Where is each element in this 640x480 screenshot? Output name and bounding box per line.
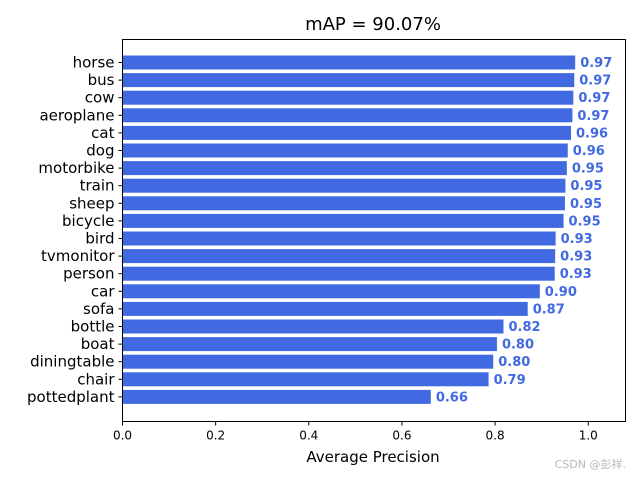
data-label-chair: 0.79	[494, 373, 526, 388]
bar-train	[122, 178, 566, 193]
bar-tvmonitor	[122, 249, 556, 264]
bar-bottle	[122, 319, 504, 334]
y-tick-label-bottle: bottle	[71, 318, 115, 336]
data-label-train: 0.95	[570, 179, 602, 194]
bar-chair	[122, 372, 489, 387]
data-labels: 0.97 0.97 0.97 0.97 0.96 0.96 0.95 0.95 0.95 0.95…	[436, 56, 612, 405]
data-label-cow: 0.97	[578, 91, 610, 106]
y-tick-label-tvmonitor: tvmonitor	[41, 247, 115, 265]
bar-sofa	[122, 301, 528, 316]
y-tick-label-person: person	[63, 265, 114, 283]
x-tick-label: 0.4	[299, 429, 318, 443]
x-tick-label: 0.8	[486, 429, 505, 443]
x-axis-ticks: 0.0 0.2 0.4 0.6 0.8 1.0	[113, 421, 598, 443]
y-tick-label-boat: boat	[81, 335, 115, 353]
x-tick-label: 0.0	[113, 429, 132, 443]
data-label-car: 0.90	[545, 285, 577, 300]
bars-group	[122, 55, 576, 404]
data-label-motorbike: 0.95	[572, 162, 604, 177]
data-label-person: 0.93	[560, 267, 592, 282]
data-label-sofa: 0.87	[533, 302, 565, 317]
data-label-tvmonitor: 0.93	[560, 250, 592, 265]
data-label-aeroplane: 0.97	[577, 109, 609, 124]
data-label-horse: 0.97	[580, 56, 612, 71]
x-tick-label: 0.6	[392, 429, 411, 443]
x-tick-label: 0.2	[206, 429, 225, 443]
y-tick-label-pottedplant: pottedplant	[27, 388, 115, 406]
data-label-bird: 0.93	[561, 232, 593, 247]
data-label-bus: 0.97	[579, 74, 611, 89]
y-tick-label-diningtable: diningtable	[30, 353, 114, 371]
data-label-bottle: 0.82	[508, 320, 540, 335]
bar-bird	[122, 231, 556, 246]
bar-cow	[122, 90, 574, 105]
bar-car	[122, 284, 540, 299]
y-tick-label-motorbike: motorbike	[38, 159, 114, 177]
y-tick-label-bicycle: bicycle	[62, 212, 114, 230]
plot-frame	[122, 39, 626, 422]
y-tick-label-chair: chair	[77, 370, 115, 388]
y-tick-label-bird: bird	[85, 230, 114, 248]
bar-motorbike	[122, 161, 567, 176]
data-label-boat: 0.80	[502, 338, 534, 353]
y-tick-label-cow: cow	[85, 89, 115, 107]
chart-title: mAP = 90.07%	[305, 14, 441, 35]
y-tick-label-sheep: sheep	[69, 194, 114, 212]
data-label-sheep: 0.95	[570, 197, 602, 212]
bar-horse	[122, 55, 576, 70]
y-tick-label-dog: dog	[86, 142, 114, 160]
bar-diningtable	[122, 354, 494, 369]
bar-bus	[122, 73, 575, 88]
y-tick-label-horse: horse	[73, 54, 115, 72]
y-tick-label-aeroplane: aeroplane	[39, 106, 114, 124]
watermark: CSDN @彭祥.	[554, 458, 626, 471]
y-tick-label-bus: bus	[88, 71, 115, 89]
y-tick-label-car: car	[91, 282, 115, 300]
y-tick-label-cat: cat	[91, 124, 114, 142]
data-label-diningtable: 0.80	[498, 355, 530, 370]
data-label-cat: 0.96	[576, 126, 608, 141]
data-label-dog: 0.96	[573, 144, 605, 159]
bar-dog	[122, 143, 568, 158]
bar-cat	[122, 125, 572, 140]
bar-boat	[122, 337, 497, 352]
bar-aeroplane	[122, 108, 573, 123]
bar-sheep	[122, 196, 565, 211]
bar-bicycle	[122, 213, 564, 228]
data-label-pottedplant: 0.66	[436, 390, 468, 405]
x-axis-label: Average Precision	[306, 448, 439, 466]
data-label-bicycle: 0.95	[569, 214, 601, 229]
y-tick-labels: horsebuscowaeroplanecatdogmotorbiketrain…	[27, 54, 123, 406]
y-tick-label-sofa: sofa	[83, 300, 114, 318]
x-tick-label: 1.0	[579, 429, 598, 443]
bar-person	[122, 266, 555, 281]
y-tick-label-train: train	[80, 177, 115, 195]
bar-pottedplant	[122, 389, 431, 404]
